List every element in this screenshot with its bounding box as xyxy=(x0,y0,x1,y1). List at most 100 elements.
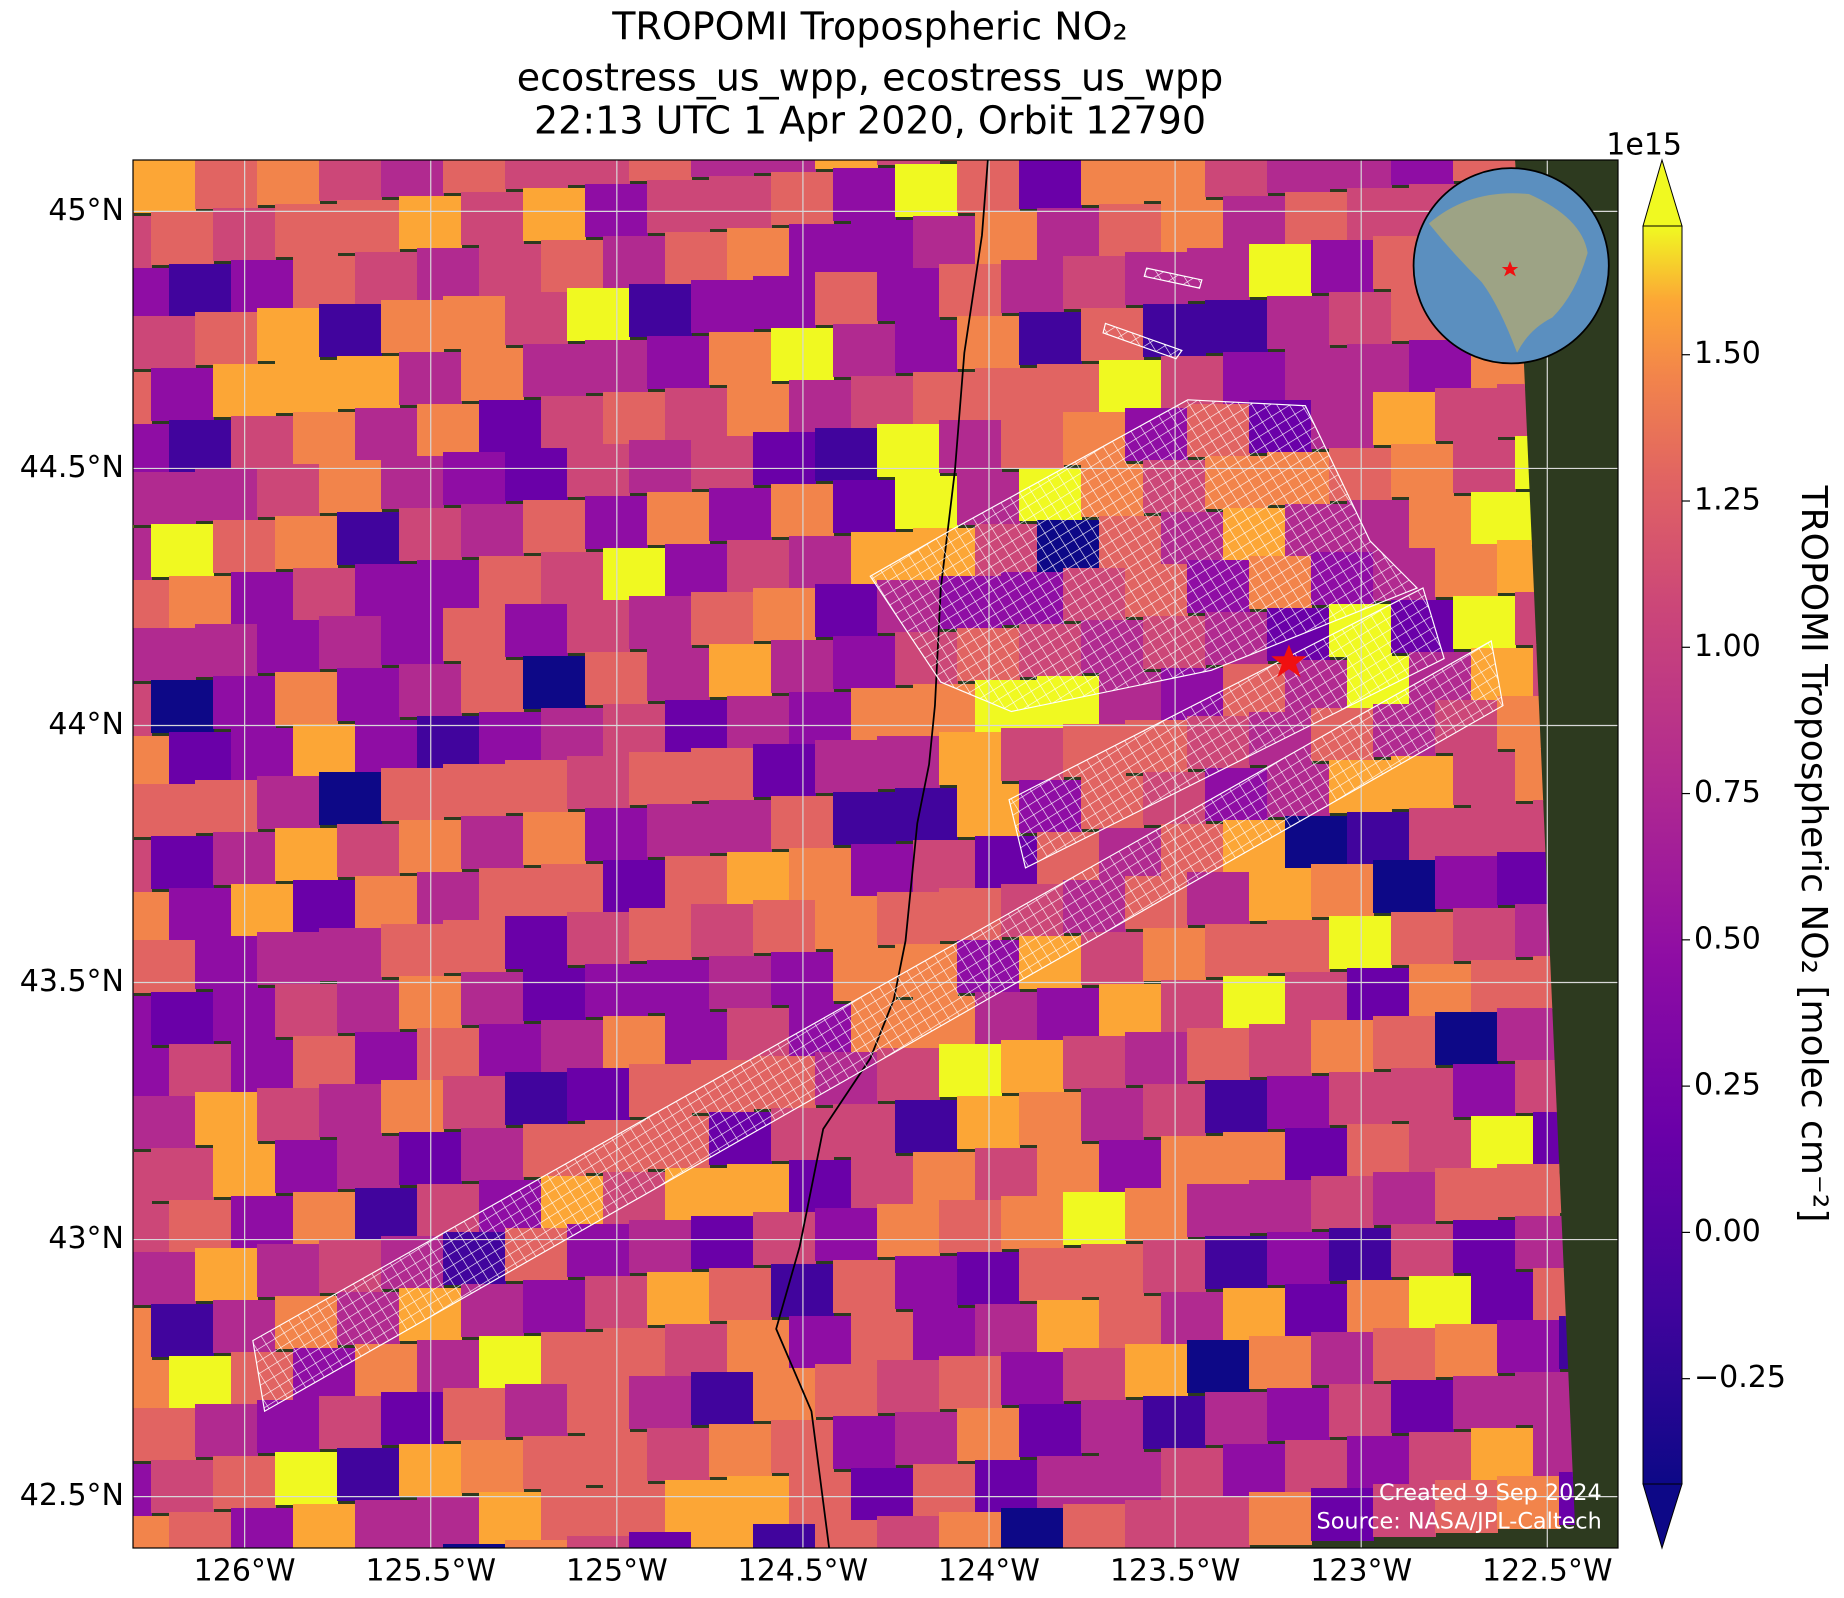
raster-cell xyxy=(443,160,506,193)
raster-cell xyxy=(479,400,542,453)
raster-cell xyxy=(1099,360,1162,413)
raster-cell xyxy=(877,1360,940,1413)
raster-cell xyxy=(1223,976,1286,1029)
raster-cell xyxy=(1063,256,1126,309)
raster-cell xyxy=(1249,1180,1312,1233)
raster-cell xyxy=(461,1128,524,1181)
raster-cell xyxy=(1125,1500,1188,1548)
raster-cell xyxy=(727,228,790,281)
raster-cell xyxy=(1409,1120,1472,1173)
raster-cell xyxy=(1329,1072,1392,1125)
raster-cell xyxy=(975,212,1038,265)
raster-cell xyxy=(443,452,506,505)
raster-cell xyxy=(913,1308,976,1361)
raster-cell xyxy=(1125,1032,1188,1085)
title: TROPOMI Tropospheric NO₂ xyxy=(611,5,1128,49)
raster-cell xyxy=(231,260,294,313)
y-tick-label: 43.5°N xyxy=(20,964,124,999)
raster-cell xyxy=(523,188,586,241)
raster-cell xyxy=(1187,872,1250,925)
raster-cell xyxy=(133,1408,196,1461)
raster-cell xyxy=(939,1356,1002,1409)
raster-cell xyxy=(355,408,418,461)
raster-cell xyxy=(195,780,258,833)
raster-cell xyxy=(1187,248,1250,301)
raster-cell xyxy=(727,540,790,593)
raster-cell xyxy=(1311,1332,1374,1385)
raster-cell xyxy=(1249,1024,1312,1077)
raster-cell xyxy=(567,1536,630,1548)
raster-cell xyxy=(691,748,754,801)
raster-cell xyxy=(541,864,604,917)
raster-cell xyxy=(567,912,630,965)
raster-cell xyxy=(133,1204,170,1257)
x-tick-label: 125°W xyxy=(566,1554,668,1589)
colorbar-tick-label: 0.75 xyxy=(1694,775,1761,810)
raster-cell xyxy=(523,656,586,709)
raster-cell xyxy=(833,1104,896,1157)
raster-cell xyxy=(629,1220,692,1273)
subtitle: ecostress_us_wpp, ecostress_us_wpp xyxy=(517,56,1224,100)
raster-cell xyxy=(355,720,418,773)
raster-cell xyxy=(319,1396,382,1449)
raster-cell xyxy=(355,1188,418,1241)
raster-cell xyxy=(1471,1272,1534,1325)
raster-cell xyxy=(133,1096,196,1149)
raster-cell xyxy=(1347,188,1410,241)
raster-cell xyxy=(833,480,896,533)
raster-cell xyxy=(443,1388,506,1441)
raster-cell xyxy=(851,1468,914,1521)
raster-cell xyxy=(505,1072,568,1125)
raster-cell xyxy=(877,424,940,477)
raster-cell xyxy=(151,1304,214,1357)
raster-cell xyxy=(647,492,710,545)
raster-cell xyxy=(275,1140,338,1193)
raster-cell xyxy=(443,764,506,817)
raster-cell xyxy=(833,168,896,221)
raster-cell xyxy=(1019,1404,1082,1457)
raster-cell xyxy=(319,304,382,357)
raster-cell xyxy=(195,624,258,677)
raster-cell xyxy=(913,216,976,269)
raster-cell xyxy=(939,420,1002,473)
raster-cell xyxy=(355,876,418,929)
raster-cell xyxy=(1223,1444,1286,1497)
raster-cell xyxy=(275,360,338,413)
raster-cell xyxy=(257,776,320,829)
x-tick-label: 125.5°W xyxy=(365,1554,496,1589)
raster-cell xyxy=(293,568,356,621)
raster-cell xyxy=(1001,1508,1064,1548)
raster-cell xyxy=(1125,1344,1188,1397)
raster-cell xyxy=(1471,1428,1534,1481)
raster-cell xyxy=(665,1480,728,1533)
y-tick-label: 44.5°N xyxy=(20,450,124,485)
raster-cell xyxy=(541,240,604,293)
raster-cell xyxy=(133,1564,196,1598)
raster-cell xyxy=(1409,1276,1472,1329)
raster-cell xyxy=(381,1392,444,1445)
raster-cell xyxy=(275,204,338,257)
raster-cell xyxy=(629,440,692,493)
raster-cell xyxy=(1373,860,1436,913)
raster-cell xyxy=(815,740,878,793)
raster-cell xyxy=(1001,728,1064,781)
raster-cell xyxy=(257,620,320,673)
raster-cell xyxy=(1223,352,1286,405)
raster-cell xyxy=(133,1152,152,1205)
raster-cell xyxy=(523,812,586,865)
raster-cell xyxy=(629,1532,692,1548)
raster-cell xyxy=(567,288,630,341)
raster-cell xyxy=(603,704,666,757)
raster-cell xyxy=(939,1512,1002,1548)
raster-cell xyxy=(479,556,542,609)
raster-cell xyxy=(647,336,710,389)
raster-cell xyxy=(1409,496,1472,549)
raster-cell xyxy=(1285,1128,1348,1181)
raster-cell xyxy=(975,1304,1038,1357)
raster-cell xyxy=(381,300,444,353)
raster-cell xyxy=(1285,348,1348,401)
raster-cell xyxy=(1435,76,1498,129)
raster-cell xyxy=(1143,928,1206,981)
raster-cell xyxy=(1187,1496,1250,1548)
raster-cell xyxy=(1329,1384,1392,1437)
